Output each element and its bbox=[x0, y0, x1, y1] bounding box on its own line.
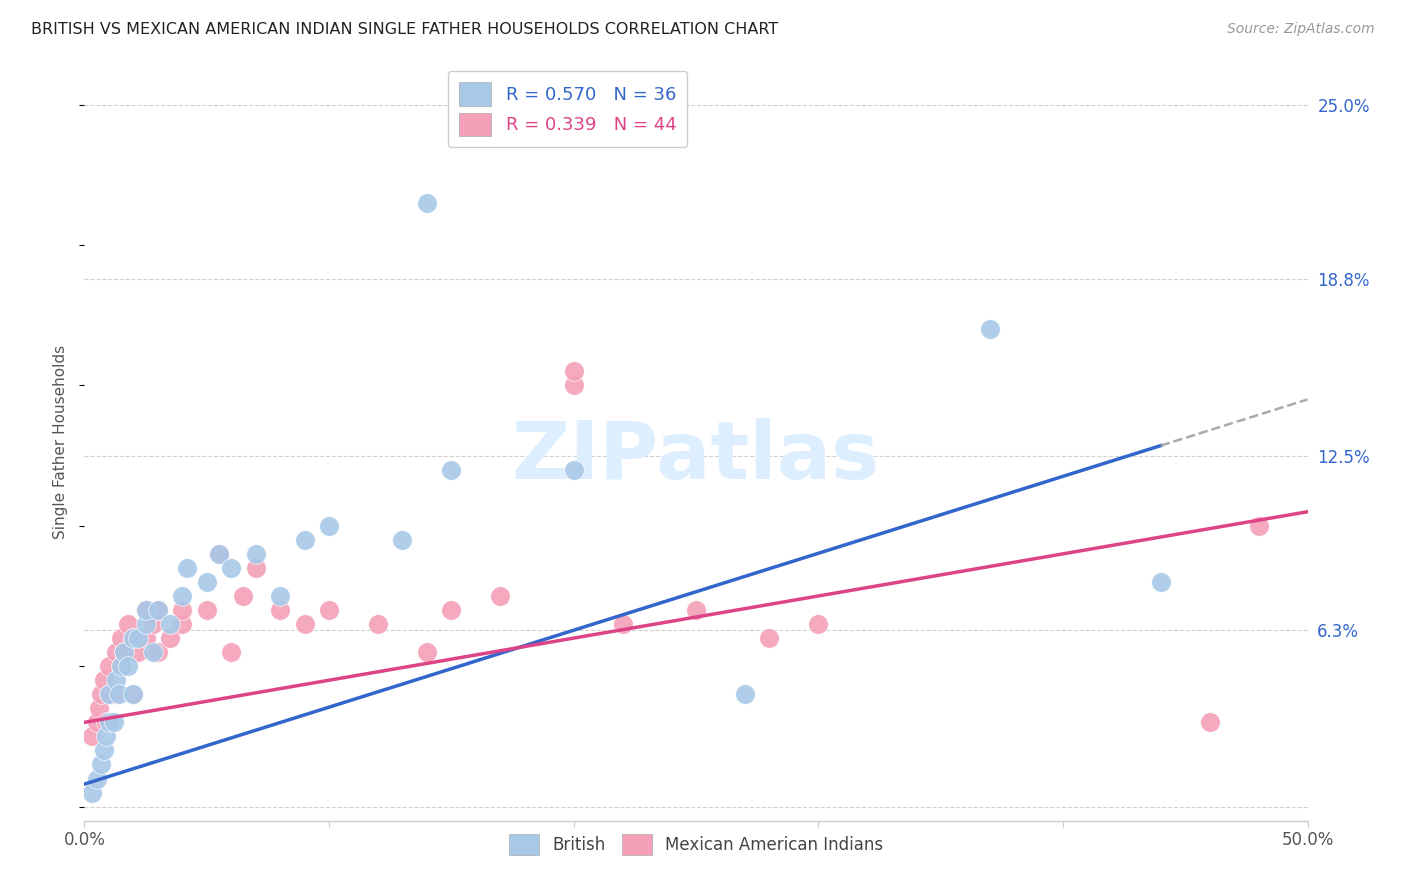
Point bbox=[135, 603, 157, 617]
Point bbox=[172, 617, 194, 632]
Point bbox=[318, 518, 340, 533]
Point bbox=[127, 645, 149, 659]
Text: Source: ZipAtlas.com: Source: ZipAtlas.com bbox=[1227, 22, 1375, 37]
Point bbox=[122, 687, 145, 701]
Point bbox=[318, 603, 340, 617]
Point bbox=[562, 462, 585, 476]
Point bbox=[93, 743, 115, 757]
Point bbox=[135, 617, 157, 632]
Point bbox=[146, 603, 169, 617]
Point bbox=[245, 561, 267, 575]
Point bbox=[122, 631, 145, 645]
Point bbox=[208, 547, 231, 561]
Legend: British, Mexican American Indians: British, Mexican American Indians bbox=[499, 824, 893, 865]
Point bbox=[142, 645, 165, 659]
Point bbox=[391, 533, 413, 547]
Point bbox=[122, 687, 145, 701]
Point bbox=[146, 645, 169, 659]
Point bbox=[146, 603, 169, 617]
Point bbox=[117, 659, 139, 673]
Point bbox=[107, 687, 129, 701]
Point bbox=[294, 533, 316, 547]
Point bbox=[105, 645, 128, 659]
Point bbox=[135, 631, 157, 645]
Point bbox=[489, 589, 512, 603]
Point bbox=[112, 645, 135, 659]
Point bbox=[103, 687, 125, 701]
Point bbox=[80, 786, 103, 800]
Point bbox=[122, 631, 145, 645]
Point bbox=[176, 561, 198, 575]
Point bbox=[86, 715, 108, 730]
Point bbox=[86, 772, 108, 786]
Point bbox=[208, 547, 231, 561]
Point bbox=[685, 603, 707, 617]
Point bbox=[110, 659, 132, 673]
Point bbox=[103, 715, 125, 730]
Point bbox=[90, 687, 112, 701]
Point bbox=[416, 645, 439, 659]
Point bbox=[1247, 518, 1270, 533]
Point bbox=[112, 645, 135, 659]
Point bbox=[80, 730, 103, 744]
Point bbox=[562, 378, 585, 392]
Point bbox=[1198, 715, 1220, 730]
Point bbox=[90, 757, 112, 772]
Point bbox=[110, 631, 132, 645]
Point bbox=[807, 617, 830, 632]
Text: BRITISH VS MEXICAN AMERICAN INDIAN SINGLE FATHER HOUSEHOLDS CORRELATION CHART: BRITISH VS MEXICAN AMERICAN INDIAN SINGL… bbox=[31, 22, 778, 37]
Point bbox=[93, 673, 115, 688]
Point bbox=[105, 673, 128, 688]
Point bbox=[97, 659, 120, 673]
Point bbox=[135, 603, 157, 617]
Point bbox=[97, 687, 120, 701]
Point bbox=[172, 589, 194, 603]
Text: ZIPatlas: ZIPatlas bbox=[512, 417, 880, 496]
Point bbox=[612, 617, 634, 632]
Point bbox=[1150, 574, 1173, 589]
Point bbox=[127, 631, 149, 645]
Point bbox=[758, 631, 780, 645]
Point bbox=[440, 462, 463, 476]
Point bbox=[195, 603, 218, 617]
Point bbox=[195, 574, 218, 589]
Point bbox=[367, 617, 389, 632]
Point bbox=[562, 364, 585, 378]
Point bbox=[97, 687, 120, 701]
Point bbox=[269, 589, 291, 603]
Point bbox=[440, 603, 463, 617]
Point bbox=[245, 547, 267, 561]
Point bbox=[117, 617, 139, 632]
Point bbox=[232, 589, 254, 603]
Point bbox=[294, 617, 316, 632]
Point bbox=[172, 603, 194, 617]
Point bbox=[416, 195, 439, 210]
Point bbox=[269, 603, 291, 617]
Point bbox=[219, 645, 242, 659]
Y-axis label: Single Father Households: Single Father Households bbox=[53, 344, 69, 539]
Point bbox=[219, 561, 242, 575]
Point bbox=[96, 715, 118, 730]
Point bbox=[96, 730, 118, 744]
Point bbox=[87, 701, 110, 715]
Point bbox=[979, 322, 1001, 336]
Point bbox=[142, 617, 165, 632]
Point bbox=[734, 687, 756, 701]
Point bbox=[159, 631, 181, 645]
Point bbox=[110, 659, 132, 673]
Point bbox=[159, 617, 181, 632]
Point bbox=[97, 715, 120, 730]
